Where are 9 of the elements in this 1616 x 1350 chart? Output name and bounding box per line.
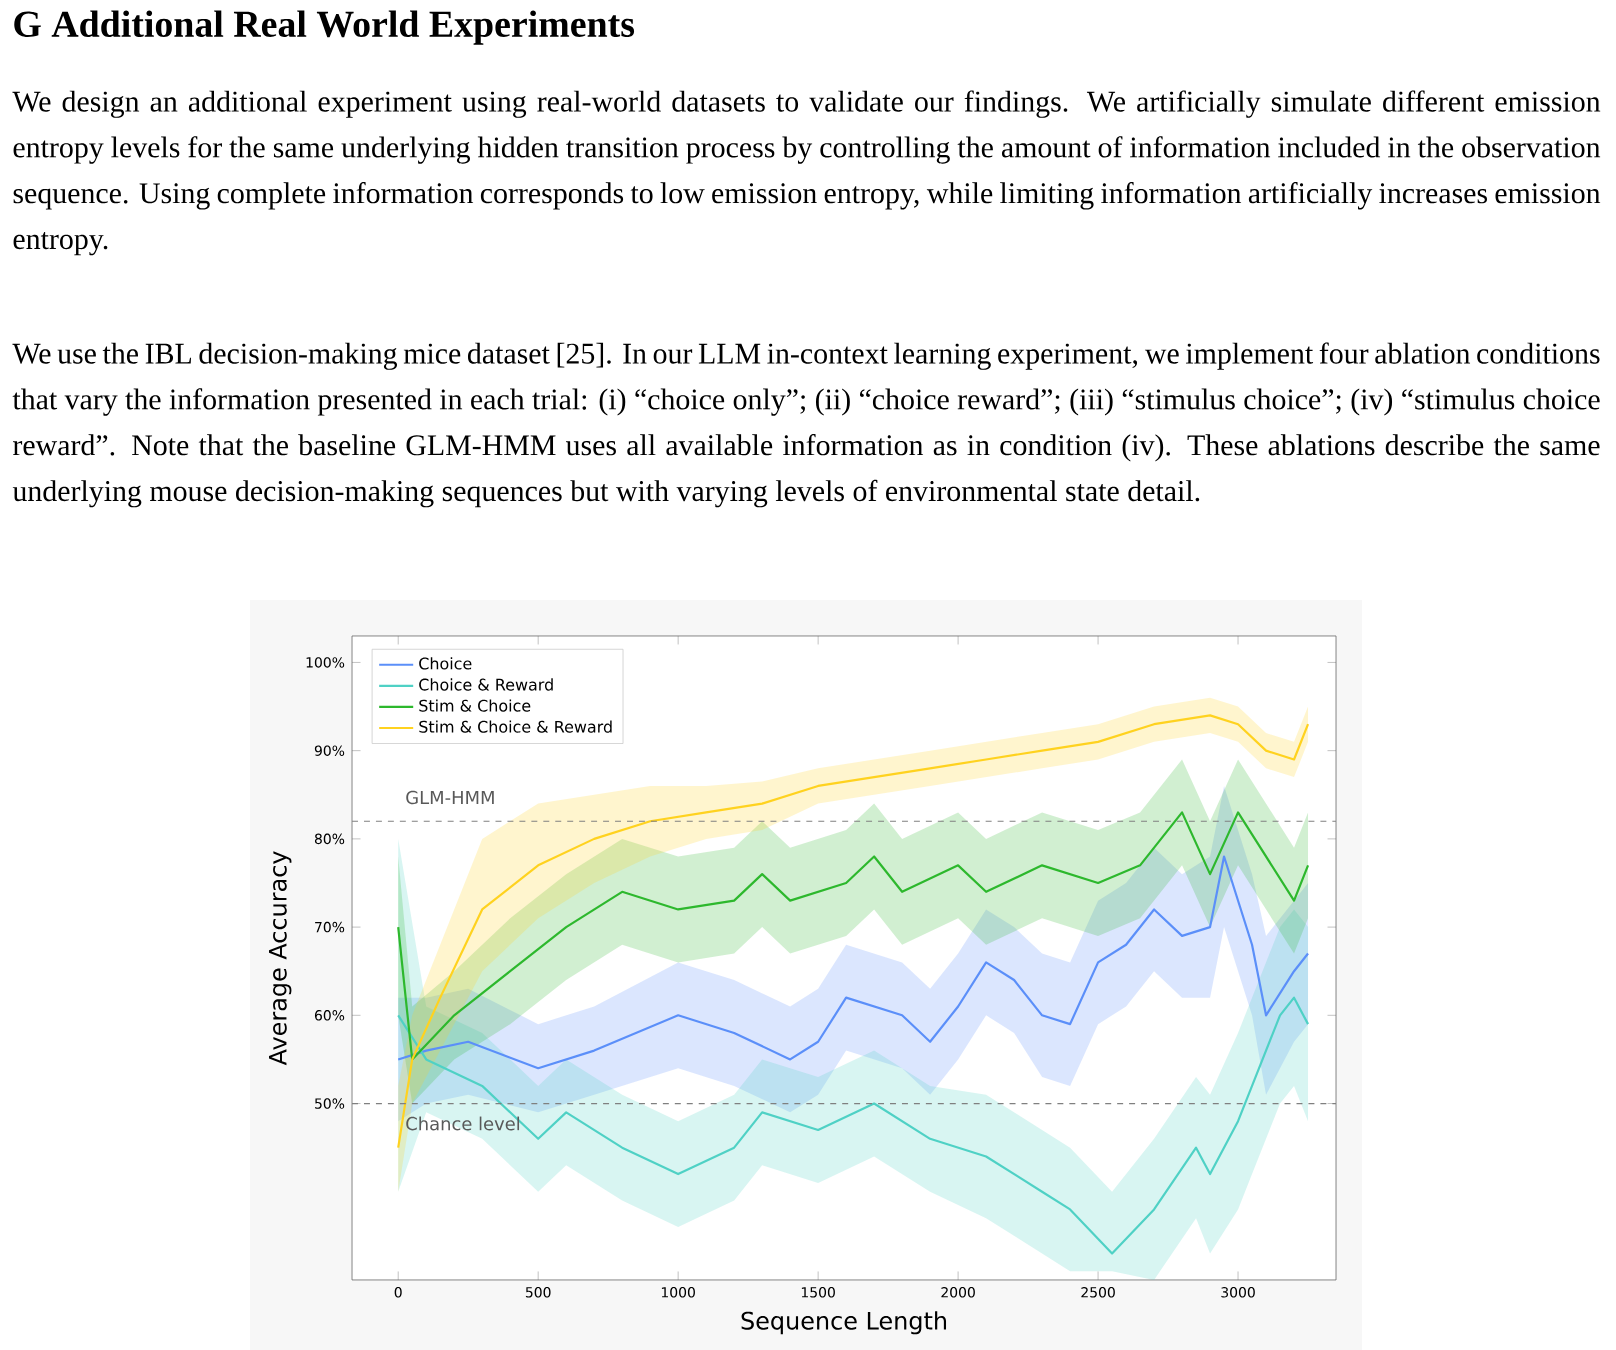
x-axis-title: Sequence Length	[741, 1311, 947, 1335]
ref-line-label: GLM-HMM	[406, 790, 494, 805]
chart-title: G Additional Real World Experiments	[14, 10, 635, 45]
ref-line-label: Chance level	[406, 1116, 520, 1131]
text: We use the IBL decision-making mice dataset [25]. In our LLM in-context learning experiment, we implement four ablation conditions that vary the information presented in each trial: (i) “choice only”; (ii) “choice reward”; (iii) “stimulus choice”; (iv) “stimulus choice reward”. Note that the baseline GLM-HMM uses all available information as in condition (iv). These ablations describe the same underlying mouse decision-making sequences but with varying levels of environmental state detail.	[12, 342, 1600, 508]
text: We design an additional experiment using real-world datasets to validate our findings. We artificially simulate different emission entropy levels for the same underlying hidden transition process by controlling the amount of information included in the observation sequence. Using complete information corresponds to low emission entropy, while limiting information artificially increases emission entropy.	[12, 90, 1601, 256]
y-axis-title: Average Accuracy	[269, 851, 292, 1066]
line-series	[397, 996, 1310, 1255]
line-series	[397, 855, 1310, 1070]
